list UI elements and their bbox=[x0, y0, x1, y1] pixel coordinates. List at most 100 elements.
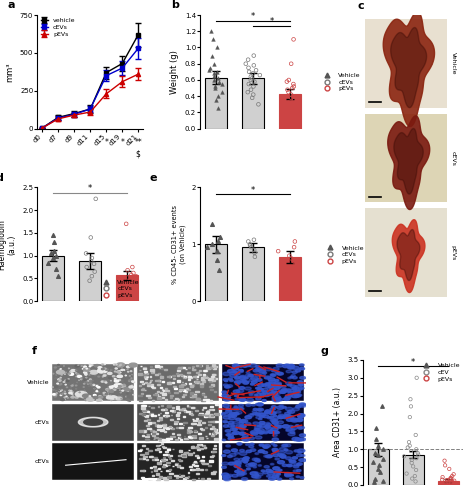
Point bbox=[212, 96, 219, 104]
Circle shape bbox=[69, 390, 71, 392]
Circle shape bbox=[269, 382, 276, 385]
Circle shape bbox=[107, 396, 110, 397]
Circle shape bbox=[259, 414, 265, 416]
Circle shape bbox=[104, 368, 106, 369]
Circle shape bbox=[293, 390, 300, 394]
Bar bbox=[215, 413, 219, 414]
Bar bbox=[197, 420, 201, 421]
Bar bbox=[211, 384, 214, 386]
Bar bbox=[140, 449, 142, 450]
Circle shape bbox=[83, 366, 87, 368]
Point bbox=[51, 247, 58, 255]
Circle shape bbox=[58, 384, 62, 385]
Circle shape bbox=[237, 381, 242, 383]
Bar bbox=[166, 454, 168, 456]
Circle shape bbox=[241, 478, 248, 480]
Circle shape bbox=[283, 425, 289, 428]
Bar bbox=[137, 364, 219, 401]
Circle shape bbox=[226, 408, 230, 410]
Circle shape bbox=[132, 385, 133, 386]
Bar bbox=[142, 414, 145, 415]
Circle shape bbox=[231, 425, 234, 427]
Circle shape bbox=[226, 410, 232, 412]
Circle shape bbox=[89, 380, 93, 382]
Circle shape bbox=[243, 366, 247, 368]
Circle shape bbox=[102, 364, 103, 365]
Point bbox=[290, 80, 297, 88]
Bar bbox=[141, 476, 144, 478]
Circle shape bbox=[290, 376, 293, 378]
Point bbox=[256, 71, 263, 79]
Bar bbox=[146, 376, 148, 378]
Circle shape bbox=[300, 376, 306, 379]
Bar bbox=[146, 382, 147, 383]
Circle shape bbox=[275, 384, 279, 386]
Circle shape bbox=[101, 381, 104, 382]
Circle shape bbox=[276, 410, 281, 413]
Circle shape bbox=[257, 390, 264, 394]
Circle shape bbox=[272, 384, 277, 386]
Point bbox=[206, 64, 213, 72]
Circle shape bbox=[234, 406, 237, 407]
Circle shape bbox=[275, 476, 279, 477]
Circle shape bbox=[279, 404, 284, 406]
Circle shape bbox=[230, 428, 237, 430]
Circle shape bbox=[63, 392, 64, 393]
Circle shape bbox=[289, 460, 292, 461]
Bar bbox=[209, 381, 212, 382]
Circle shape bbox=[68, 373, 70, 374]
Circle shape bbox=[258, 450, 263, 452]
Point bbox=[287, 112, 294, 120]
Point bbox=[291, 238, 299, 246]
Circle shape bbox=[298, 449, 305, 452]
Bar bbox=[190, 446, 194, 448]
Point bbox=[214, 247, 221, 255]
Circle shape bbox=[97, 386, 100, 388]
Bar bbox=[208, 378, 212, 380]
Circle shape bbox=[222, 412, 226, 414]
Circle shape bbox=[270, 408, 275, 410]
Circle shape bbox=[292, 388, 297, 390]
Circle shape bbox=[272, 448, 278, 452]
Circle shape bbox=[273, 431, 278, 434]
Circle shape bbox=[226, 434, 231, 436]
Bar bbox=[144, 373, 146, 374]
Point bbox=[249, 70, 257, 78]
Bar bbox=[182, 408, 185, 410]
Bar bbox=[155, 374, 158, 376]
Bar bbox=[210, 388, 212, 390]
Point bbox=[413, 374, 420, 382]
Point bbox=[242, 60, 249, 68]
Circle shape bbox=[228, 414, 234, 417]
Circle shape bbox=[226, 386, 229, 388]
Bar bbox=[147, 434, 149, 435]
Bar bbox=[167, 406, 171, 407]
Y-axis label: mm³: mm³ bbox=[5, 62, 15, 82]
Circle shape bbox=[96, 399, 101, 402]
Bar bbox=[167, 476, 171, 478]
Circle shape bbox=[278, 451, 285, 454]
Bar bbox=[181, 454, 185, 456]
Bar bbox=[189, 434, 191, 436]
Bar bbox=[161, 409, 163, 410]
Circle shape bbox=[295, 438, 301, 441]
Circle shape bbox=[250, 472, 257, 475]
Circle shape bbox=[275, 424, 279, 426]
Circle shape bbox=[235, 461, 241, 464]
Point bbox=[284, 102, 291, 110]
Circle shape bbox=[115, 368, 117, 369]
Bar bbox=[171, 428, 174, 429]
Circle shape bbox=[242, 434, 248, 437]
Circle shape bbox=[121, 398, 122, 399]
Bar bbox=[186, 388, 189, 389]
Circle shape bbox=[248, 374, 254, 377]
Bar bbox=[166, 450, 168, 452]
Circle shape bbox=[85, 375, 87, 376]
Circle shape bbox=[105, 369, 109, 370]
Bar bbox=[213, 368, 216, 369]
Circle shape bbox=[259, 432, 263, 434]
Bar bbox=[205, 244, 227, 301]
Circle shape bbox=[95, 375, 96, 376]
Bar bbox=[143, 430, 146, 432]
Bar bbox=[156, 478, 160, 480]
